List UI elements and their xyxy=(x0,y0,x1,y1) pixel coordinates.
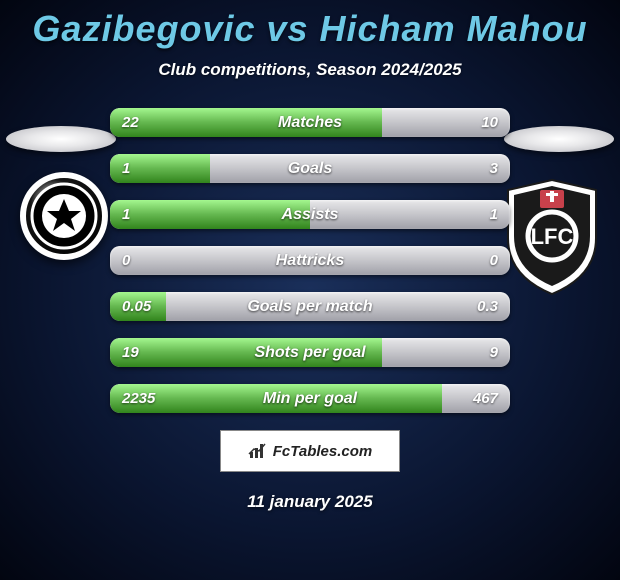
bar-label: Goals per match xyxy=(110,292,510,321)
bar-left-fill xyxy=(110,384,442,413)
brand-bars-icon xyxy=(248,442,268,460)
right-value: 1 xyxy=(490,200,498,229)
right-value: 0.3 xyxy=(477,292,498,321)
date-text: 11 january 2025 xyxy=(0,492,620,512)
content-root: Gazibegovic vs Hicham Mahou Club competi… xyxy=(0,0,620,580)
bar-left-fill xyxy=(110,338,382,367)
right-value: 9 xyxy=(490,338,498,367)
stat-row: 2235467Min per goal xyxy=(110,384,510,413)
left-value: 19 xyxy=(122,338,139,367)
left-value: 1 xyxy=(122,200,130,229)
bar-label: Hattricks xyxy=(110,246,510,275)
bar-left-fill xyxy=(110,108,382,137)
player-left-oval xyxy=(6,126,116,152)
sturm-graz-icon xyxy=(29,181,99,251)
right-value: 0 xyxy=(490,246,498,275)
svg-text:LFC: LFC xyxy=(531,224,574,249)
left-value: 0.05 xyxy=(122,292,151,321)
subtitle: Club competitions, Season 2024/2025 xyxy=(0,60,620,80)
stat-row: 2210Matches xyxy=(110,108,510,137)
page-title: Gazibegovic vs Hicham Mahou xyxy=(0,0,620,50)
left-value: 1 xyxy=(122,154,130,183)
lugano-icon: LFC xyxy=(502,178,602,296)
stat-row: 11Assists xyxy=(110,200,510,229)
brand-name: FcTables.com xyxy=(273,443,372,460)
player-right-oval xyxy=(504,126,614,152)
stat-row: 13Goals xyxy=(110,154,510,183)
bar-left-fill xyxy=(110,200,310,229)
right-value: 467 xyxy=(473,384,498,413)
left-value: 2235 xyxy=(122,384,155,413)
club-badge-right: LFC xyxy=(502,178,602,296)
stat-row: 0.05 0.3Goals per match xyxy=(110,292,510,321)
stats-bars: 2210Matches13Goals11Assists00Hattricks0.… xyxy=(110,108,510,413)
stat-row: 199Shots per goal xyxy=(110,338,510,367)
right-value: 3 xyxy=(490,154,498,183)
brand-logo-box[interactable]: FcTables.com xyxy=(220,430,400,472)
club-badge-left xyxy=(20,172,108,260)
left-value: 0 xyxy=(122,246,130,275)
left-value: 22 xyxy=(122,108,139,137)
right-value: 10 xyxy=(481,108,498,137)
stat-row: 0 0Hattricks xyxy=(110,246,510,275)
